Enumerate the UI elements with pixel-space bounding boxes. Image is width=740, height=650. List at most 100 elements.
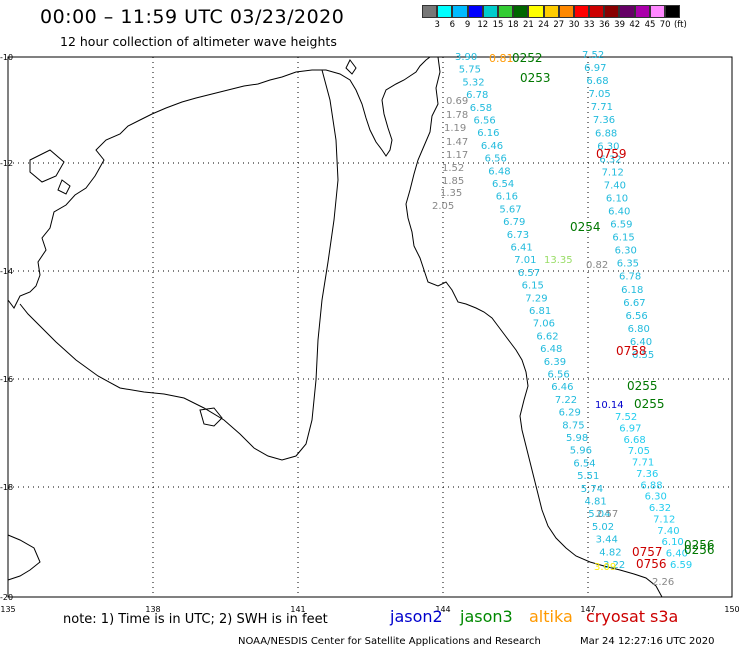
wave-height-value: 7.36 xyxy=(636,469,658,480)
wave-height-value: 6.40 xyxy=(630,337,652,348)
wave-height-value: 6.40 xyxy=(666,549,688,560)
color-scale-label: 33 xyxy=(583,20,595,30)
wave-height-value: 6.56 xyxy=(548,370,570,381)
wave-height-value: 7.52 xyxy=(582,50,604,61)
wave-height-value: 6.79 xyxy=(503,217,525,228)
wave-height-value: 6.73 xyxy=(507,230,529,241)
wave-height-value: 3.22 xyxy=(603,560,625,571)
wave-height-value: 6.41 xyxy=(511,243,533,254)
wave-height-value: 7.12 xyxy=(653,514,675,525)
legend-item-s3a: s3a xyxy=(650,607,679,626)
wave-height-value: 6.30 xyxy=(645,492,667,503)
wave-height-value: 6.18 xyxy=(621,285,643,296)
color-swatch xyxy=(452,5,468,18)
color-swatch xyxy=(528,5,544,18)
wave-height-value: 6.48 xyxy=(488,166,510,177)
wave-height-value: 1.78 xyxy=(446,110,468,121)
latitude-label: -16 xyxy=(0,375,13,384)
legend-item-jason2: jason2 xyxy=(390,607,443,626)
wave-height-value: 6.67 xyxy=(623,298,645,309)
wave-height-value: 6.81 xyxy=(529,306,551,317)
pass-time-label: 0758 xyxy=(616,344,647,358)
wave-height-value: 7.05 xyxy=(628,446,650,457)
wave-height-value: 6.46 xyxy=(481,141,503,152)
color-swatch xyxy=(513,5,529,18)
color-scale-label: 27 xyxy=(553,20,565,30)
graticule xyxy=(8,57,732,597)
wave-height-value: 6.62 xyxy=(536,331,558,342)
wave-height-value: 1.17 xyxy=(446,150,468,161)
longitude-label: 147 xyxy=(580,605,595,614)
wave-height-value: 6.59 xyxy=(670,560,692,571)
color-scale-label: 18 xyxy=(507,20,519,30)
wave-height-value: 5.32 xyxy=(462,77,484,88)
latitude-label: -14 xyxy=(0,267,13,276)
wave-height-value: 6.39 xyxy=(544,357,566,368)
color-scale-label: 24 xyxy=(538,20,550,30)
page-subtitle: 12 hour collection of altimeter wave hei… xyxy=(60,34,337,49)
wave-height-value: 3.44 xyxy=(596,535,618,546)
color-scale-label: (ft) xyxy=(673,20,687,30)
color-scale-label: 12 xyxy=(477,20,489,30)
color-scale-label: 15 xyxy=(492,20,504,30)
wave-height-value: 7.01 xyxy=(514,255,536,266)
wave-height-value: 6.88 xyxy=(640,480,662,491)
wave-height-value: 5.51 xyxy=(577,471,599,482)
color-swatch xyxy=(573,5,590,18)
wave-height-value: 6.29 xyxy=(559,408,581,419)
longitude-label: 138 xyxy=(145,605,160,614)
wave-height-value: 6.16 xyxy=(477,128,499,139)
color-swatch xyxy=(665,5,681,18)
wave-height-value: 7.71 xyxy=(632,458,654,469)
color-scale-label: 36 xyxy=(598,20,610,30)
color-scale-label: 42 xyxy=(629,20,641,30)
color-scale-label: 9 xyxy=(464,20,471,30)
color-scale-label: 39 xyxy=(614,20,626,30)
pass-time-label: 0759 xyxy=(596,147,627,161)
longitude-label: 135 xyxy=(0,605,15,614)
wave-height-value: 2.05 xyxy=(432,201,454,212)
wave-height-value: 6.68 xyxy=(623,435,645,446)
latitude-label: -12 xyxy=(0,159,13,168)
map-frame xyxy=(7,56,733,598)
color-scale-label: 30 xyxy=(568,20,580,30)
color-swatch xyxy=(649,5,665,18)
wave-height-value: 0.82 xyxy=(586,260,608,271)
wave-height-value: 6.15 xyxy=(522,281,544,292)
color-swatch xyxy=(619,5,635,18)
coastline xyxy=(7,56,663,598)
wave-height-value: 5.02 xyxy=(592,522,614,533)
wave-height-value: 1.35 xyxy=(440,188,462,199)
wave-height-value: 5.74 xyxy=(581,484,603,495)
color-swatch xyxy=(437,5,453,18)
wave-height-value: 6.80 xyxy=(628,324,650,335)
pass-time-label: 0253 xyxy=(520,71,551,85)
wave-height-value: 2.57 xyxy=(596,509,618,520)
wave-height-value: 7.36 xyxy=(593,115,615,126)
wave-height-value: 1.19 xyxy=(444,123,466,134)
color-swatch xyxy=(604,5,620,18)
wave-height-value: 6.56 xyxy=(474,116,496,127)
wave-height-value: 4.82 xyxy=(599,547,621,558)
wave-height-value: 6.10 xyxy=(606,193,628,204)
wave-height-value: 6.46 xyxy=(551,382,573,393)
wave-height-value: 7.29 xyxy=(525,293,547,304)
color-swatch xyxy=(558,5,574,18)
color-scale-legend: 3 6 9 12 15 18 21 24 27 30 33 36 39 42 45 70 (ft) xyxy=(422,5,687,30)
wave-height-value: 6.16 xyxy=(496,192,518,203)
color-scale-label: 6 xyxy=(449,20,456,30)
color-scale-label: 70 xyxy=(659,20,671,30)
wave-height-value: 6.32 xyxy=(599,154,621,165)
wave-height-value: 6.57 xyxy=(518,268,540,279)
wave-height-value: 5.04 xyxy=(588,509,610,520)
wave-height-value: 6.78 xyxy=(619,272,641,283)
wave-height-value: 6.58 xyxy=(470,103,492,114)
wave-height-value: 8.75 xyxy=(562,420,584,431)
wave-height-value: 1.52 xyxy=(442,163,464,174)
color-swatch xyxy=(467,5,483,18)
wave-height-value: 6.40 xyxy=(608,207,630,218)
color-swatch xyxy=(482,5,498,18)
wave-height-value: 13.35 xyxy=(544,255,573,266)
pass-time-label: 0256 xyxy=(684,543,715,557)
